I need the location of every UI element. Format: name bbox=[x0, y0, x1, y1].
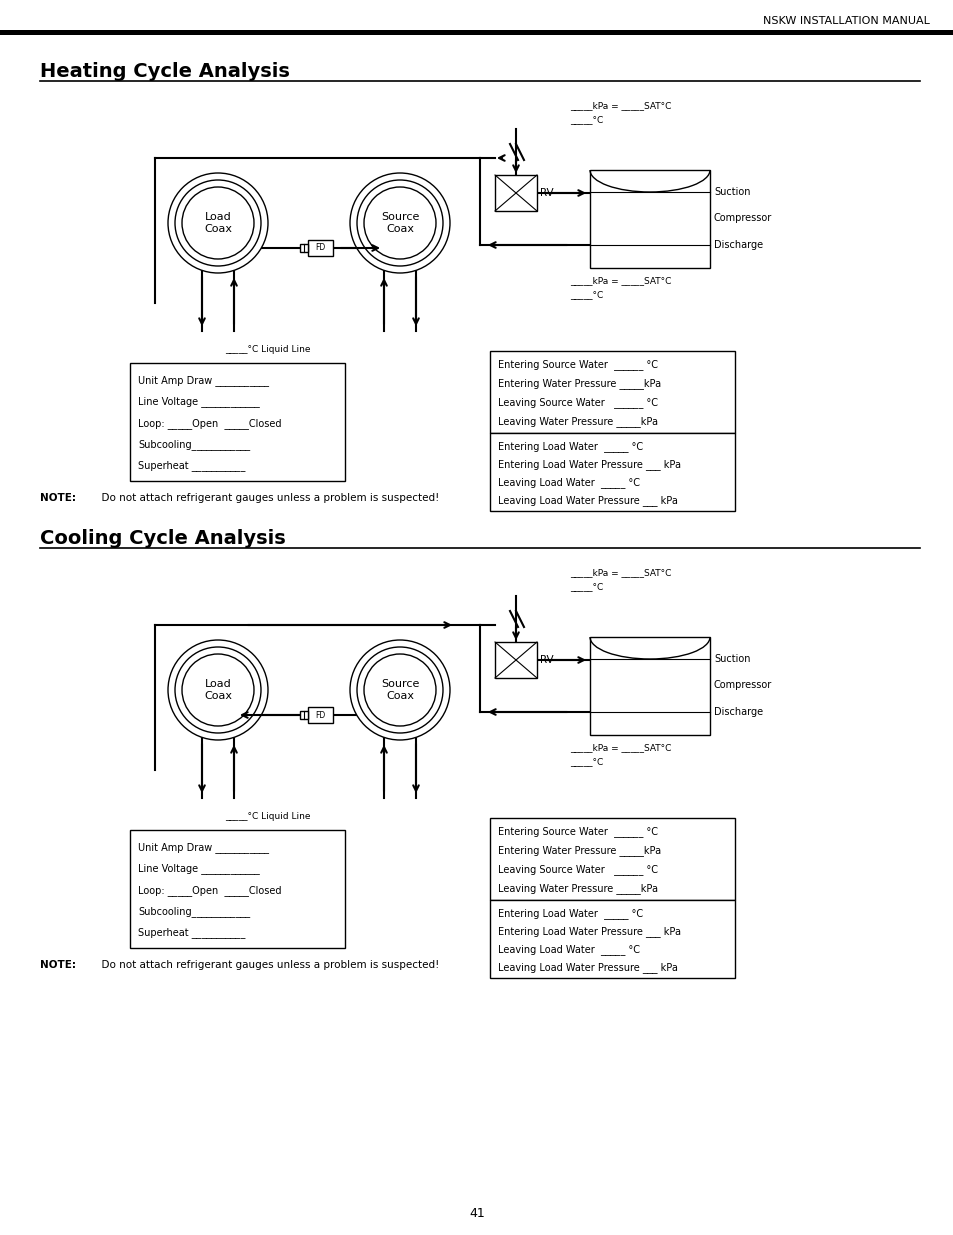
Text: _____°C Liquid Line: _____°C Liquid Line bbox=[225, 811, 311, 821]
Text: Discharge: Discharge bbox=[713, 706, 762, 718]
Text: _____kPa = _____SAT°C: _____kPa = _____SAT°C bbox=[569, 568, 671, 577]
Text: Leaving Source Water   ______ °C: Leaving Source Water ______ °C bbox=[497, 864, 658, 874]
Bar bbox=[0, 30, 953, 35]
Bar bbox=[490, 818, 734, 900]
Text: Superheat ___________: Superheat ___________ bbox=[138, 927, 245, 939]
Circle shape bbox=[350, 173, 450, 273]
Text: Compressor: Compressor bbox=[713, 212, 771, 224]
Text: Line Voltage ____________: Line Voltage ____________ bbox=[138, 396, 259, 408]
Text: FD: FD bbox=[315, 710, 325, 720]
Bar bbox=[299, 245, 308, 252]
Text: Unit Amp Draw ___________: Unit Amp Draw ___________ bbox=[138, 842, 269, 852]
Text: Load
Coax: Load Coax bbox=[204, 679, 232, 700]
Text: Subcooling____________: Subcooling____________ bbox=[138, 440, 250, 450]
Text: _____kPa = _____SAT°C: _____kPa = _____SAT°C bbox=[569, 743, 671, 752]
Bar bbox=[308, 706, 333, 722]
Text: Loop: _____Open  _____Closed: Loop: _____Open _____Closed bbox=[138, 417, 281, 429]
Text: Leaving Water Pressure _____kPa: Leaving Water Pressure _____kPa bbox=[497, 416, 658, 427]
Text: Line Voltage ____________: Line Voltage ____________ bbox=[138, 863, 259, 874]
Text: NSKW INSTALLATION MANUAL: NSKW INSTALLATION MANUAL bbox=[762, 16, 929, 26]
Text: Load
Coax: Load Coax bbox=[204, 212, 232, 233]
Text: Heating Cycle Analysis: Heating Cycle Analysis bbox=[40, 62, 290, 82]
Text: _____kPa = _____SAT°C: _____kPa = _____SAT°C bbox=[569, 275, 671, 285]
Text: Entering Load Water Pressure ___ kPa: Entering Load Water Pressure ___ kPa bbox=[497, 926, 680, 937]
Circle shape bbox=[174, 180, 261, 266]
Bar bbox=[589, 637, 709, 735]
Text: _____°C: _____°C bbox=[569, 757, 602, 766]
Bar bbox=[130, 363, 345, 480]
Circle shape bbox=[356, 180, 442, 266]
Bar bbox=[490, 433, 734, 511]
Text: Entering Source Water  ______ °C: Entering Source Water ______ °C bbox=[497, 359, 658, 370]
Text: RV: RV bbox=[539, 655, 553, 664]
Text: Loop: _____Open  _____Closed: Loop: _____Open _____Closed bbox=[138, 884, 281, 895]
Text: NOTE:: NOTE: bbox=[40, 960, 76, 969]
Text: Unit Amp Draw ___________: Unit Amp Draw ___________ bbox=[138, 374, 269, 385]
Text: Leaving Load Water  _____ °C: Leaving Load Water _____ °C bbox=[497, 944, 639, 955]
Text: Leaving Load Water Pressure ___ kPa: Leaving Load Water Pressure ___ kPa bbox=[497, 962, 678, 973]
Bar bbox=[490, 900, 734, 978]
Text: Leaving Load Water Pressure ___ kPa: Leaving Load Water Pressure ___ kPa bbox=[497, 495, 678, 506]
Text: Subcooling____________: Subcooling____________ bbox=[138, 906, 250, 916]
Text: Entering Load Water Pressure ___ kPa: Entering Load Water Pressure ___ kPa bbox=[497, 459, 680, 469]
Text: Do not attach refrigerant gauges unless a problem is suspected!: Do not attach refrigerant gauges unless … bbox=[95, 493, 439, 503]
Circle shape bbox=[182, 655, 253, 726]
Text: _____°C: _____°C bbox=[569, 290, 602, 299]
Text: Entering Load Water  _____ °C: Entering Load Water _____ °C bbox=[497, 441, 642, 452]
Circle shape bbox=[168, 173, 268, 273]
Circle shape bbox=[182, 186, 253, 259]
Text: Cooling Cycle Analysis: Cooling Cycle Analysis bbox=[40, 529, 286, 548]
Text: Entering Water Pressure _____kPa: Entering Water Pressure _____kPa bbox=[497, 378, 660, 389]
Text: _____°C Liquid Line: _____°C Liquid Line bbox=[225, 345, 311, 354]
Text: _____kPa = _____SAT°C: _____kPa = _____SAT°C bbox=[569, 101, 671, 110]
Text: _____°C: _____°C bbox=[569, 582, 602, 592]
Text: Do not attach refrigerant gauges unless a problem is suspected!: Do not attach refrigerant gauges unless … bbox=[95, 960, 439, 969]
Bar bbox=[495, 175, 537, 211]
Bar bbox=[308, 240, 333, 256]
Circle shape bbox=[174, 647, 261, 734]
Bar bbox=[589, 170, 709, 268]
Bar bbox=[490, 351, 734, 433]
Circle shape bbox=[364, 186, 436, 259]
Circle shape bbox=[168, 640, 268, 740]
Text: Leaving Water Pressure _____kPa: Leaving Water Pressure _____kPa bbox=[497, 883, 658, 894]
Bar bbox=[495, 642, 537, 678]
Text: Suction: Suction bbox=[713, 655, 750, 664]
Text: Entering Load Water  _____ °C: Entering Load Water _____ °C bbox=[497, 908, 642, 919]
Text: Source
Coax: Source Coax bbox=[380, 212, 418, 233]
Circle shape bbox=[356, 647, 442, 734]
Text: NOTE:: NOTE: bbox=[40, 493, 76, 503]
Text: Entering Source Water  ______ °C: Entering Source Water ______ °C bbox=[497, 826, 658, 837]
Text: Suction: Suction bbox=[713, 186, 750, 198]
Text: _____°C: _____°C bbox=[569, 115, 602, 124]
Text: Leaving Source Water   ______ °C: Leaving Source Water ______ °C bbox=[497, 396, 658, 408]
Bar bbox=[299, 711, 308, 719]
Text: Superheat ___________: Superheat ___________ bbox=[138, 461, 245, 472]
Text: RV: RV bbox=[539, 188, 553, 198]
Text: FD: FD bbox=[315, 243, 325, 252]
Text: Compressor: Compressor bbox=[713, 680, 771, 690]
Bar bbox=[130, 830, 345, 948]
Text: Entering Water Pressure _____kPa: Entering Water Pressure _____kPa bbox=[497, 845, 660, 856]
Text: Discharge: Discharge bbox=[713, 240, 762, 249]
Text: Source
Coax: Source Coax bbox=[380, 679, 418, 700]
Text: Leaving Load Water  _____ °C: Leaving Load Water _____ °C bbox=[497, 477, 639, 488]
Circle shape bbox=[364, 655, 436, 726]
Text: 41: 41 bbox=[469, 1207, 484, 1220]
Circle shape bbox=[350, 640, 450, 740]
